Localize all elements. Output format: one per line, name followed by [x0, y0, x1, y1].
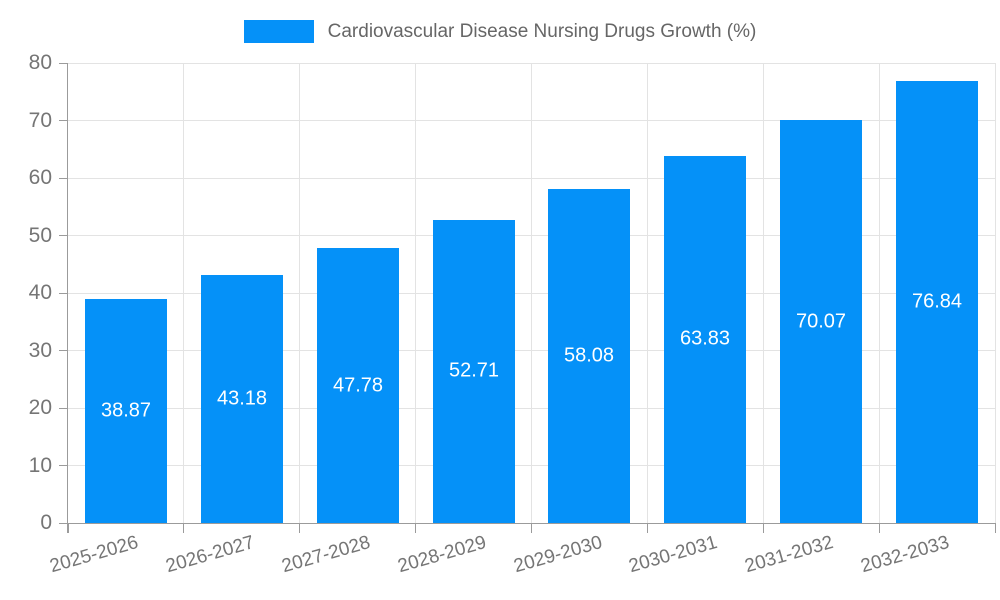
y-axis-label: 60: [28, 166, 52, 189]
x-tick-mark: [994, 523, 996, 533]
bar: 70.07: [780, 120, 862, 523]
x-axis-label: 2028-2029: [395, 532, 489, 578]
y-axis-label: 50: [28, 223, 52, 247]
legend-item[interactable]: Cardiovascular Disease Nursing Drugs Gro…: [0, 20, 1000, 43]
x-gridline: [415, 63, 417, 523]
x-gridline: [646, 63, 648, 523]
bar-value-label: 58.08: [563, 344, 615, 367]
x-gridline: [878, 63, 880, 523]
bar: 52.71: [433, 219, 515, 523]
bar: 38.87: [85, 299, 167, 523]
y-axis-label: 40: [28, 281, 52, 304]
x-gridline: [299, 63, 301, 523]
legend-swatch: [243, 20, 314, 43]
x-tick-mark: [415, 523, 417, 533]
x-axis-label: 2025-2026: [47, 532, 141, 578]
bar-value-label: 52.71: [448, 359, 500, 382]
bar-value-label: 38.87: [100, 399, 152, 422]
bar: 63.83: [664, 155, 746, 523]
x-axis-label: 2029-2030: [511, 532, 605, 578]
x-axis-label: 2026-2027: [163, 532, 257, 578]
bar-value-label: 43.18: [216, 387, 268, 410]
y-tick-mark: [59, 350, 68, 351]
y-tick-mark: [59, 62, 68, 64]
legend-label: Cardiovascular Disease Nursing Drugs Gro…: [327, 21, 757, 42]
y-tick-mark: [59, 407, 68, 409]
y-tick-mark: [59, 235, 68, 236]
y-axis-label: 70: [28, 108, 52, 132]
bar: 58.08: [548, 189, 630, 523]
y-tick-mark: [59, 465, 68, 466]
x-axis-label: 2030-2031: [626, 532, 721, 578]
x-axis-label: 2031-2032: [742, 532, 836, 578]
y-axis-label: 20: [28, 396, 52, 419]
x-gridline: [531, 63, 532, 523]
x-tick-mark: [299, 523, 301, 533]
y-axis-label: 80: [28, 51, 52, 74]
x-tick-mark: [762, 523, 764, 533]
y-axis-label: 30: [28, 338, 52, 362]
x-axis-label: 2032-2033: [858, 532, 952, 578]
x-tick-mark: [183, 523, 185, 533]
x-tick-mark: [878, 523, 880, 533]
y-tick-mark: [59, 120, 68, 121]
x-tick-mark: [646, 523, 648, 533]
y-axis-label: 10: [28, 453, 52, 477]
bar-value-label: 70.07: [795, 310, 847, 333]
y-tick-mark: [59, 177, 68, 179]
x-gridline: [762, 63, 764, 523]
y-tick-mark: [59, 292, 68, 294]
y-axis-line: [67, 63, 68, 533]
x-gridline: [994, 63, 996, 523]
bar: 43.18: [201, 274, 283, 523]
bar-value-label: 47.78: [332, 374, 384, 397]
bar: 76.84: [896, 81, 978, 523]
bar-value-label: 76.84: [911, 290, 963, 313]
x-tick-mark: [531, 523, 532, 533]
bar-value-label: 63.83: [679, 327, 731, 350]
x-axis-line: [68, 522, 995, 524]
x-axis-label: 2027-2028: [279, 532, 373, 578]
x-gridline: [183, 63, 185, 523]
bar: 47.78: [317, 248, 399, 523]
y-axis-label: 0: [40, 511, 52, 534]
y-tick-mark: [59, 522, 68, 524]
x-tick-mark: [67, 523, 69, 533]
